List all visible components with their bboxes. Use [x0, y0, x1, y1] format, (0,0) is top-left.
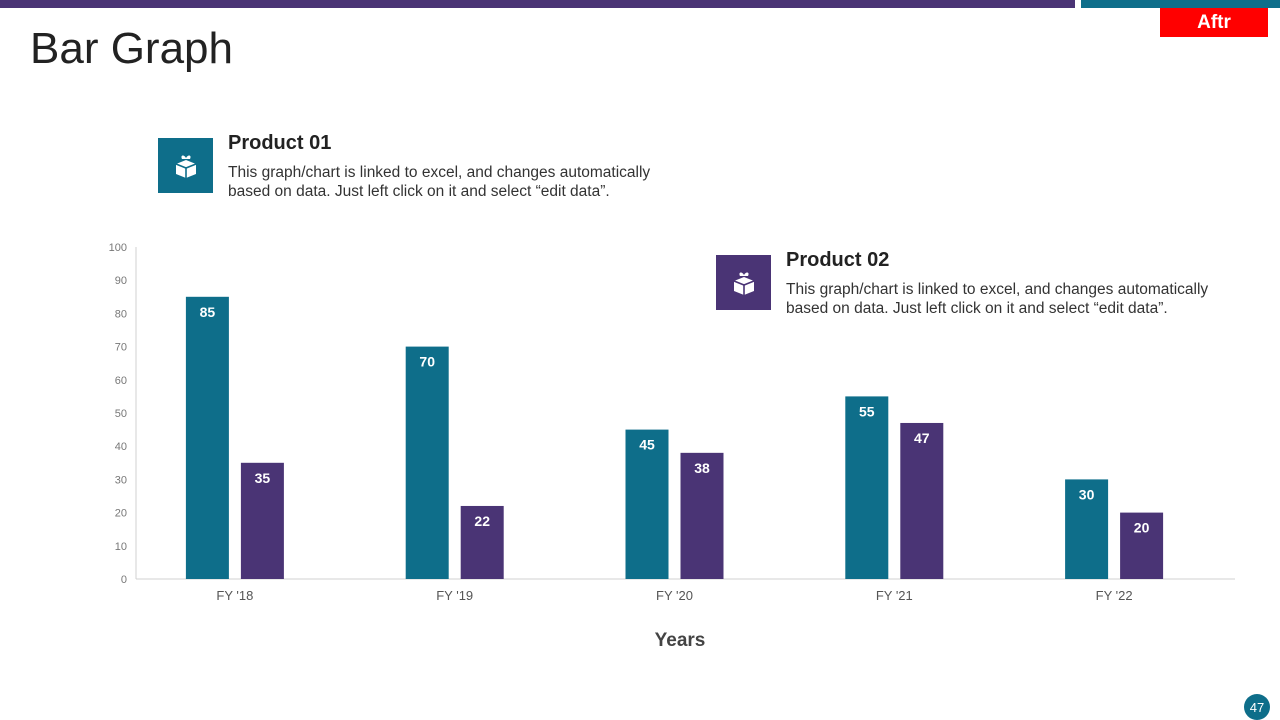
bar-data-label: 47: [914, 430, 930, 446]
bar-data-label: 20: [1134, 520, 1150, 536]
bar-data-label: 85: [200, 304, 216, 320]
bar-data-label: 35: [255, 470, 271, 486]
bar-2-1: [240, 462, 284, 579]
bar-2-3: [680, 452, 724, 579]
x-tick-label: FY '22: [1096, 588, 1133, 603]
page-title: Bar Graph: [30, 24, 233, 73]
y-tick-label: 80: [115, 308, 127, 320]
bar-data-label: 70: [419, 354, 435, 370]
legend-description: This graph/chart is linked to excel, and…: [786, 281, 1209, 317]
legend-icon-box: [158, 138, 213, 193]
gift-box-icon: [733, 271, 754, 295]
y-tick-label: 0: [121, 574, 127, 586]
bar-2-2: [460, 505, 504, 579]
x-tick-label: FY '20: [656, 588, 693, 603]
y-tick-label: 40: [115, 441, 127, 453]
x-tick-label: FY '18: [216, 588, 253, 603]
bar-data-label: 45: [639, 437, 655, 453]
bar-1-3: [625, 429, 669, 579]
x-tick-label: FY '21: [876, 588, 913, 603]
y-tick-label: 30: [115, 474, 127, 486]
legend-icon-box: [716, 255, 771, 310]
bar-data-label: 38: [694, 460, 710, 476]
y-tick-label: 90: [115, 275, 127, 287]
y-tick-label: 50: [115, 408, 127, 420]
bar-1-1: [185, 296, 229, 579]
legend-description: This graph/chart is linked to excel, and…: [228, 164, 651, 200]
x-axis-title: Years: [655, 630, 706, 651]
top-accent-bar-teal: [1081, 0, 1280, 8]
y-tick-label: 70: [115, 342, 127, 354]
y-tick-label: 60: [115, 375, 127, 387]
bar-2-5: [1120, 512, 1164, 579]
top-accent-bar-purple: [0, 0, 1075, 8]
page-number: 47: [1244, 694, 1270, 720]
legend-title: Product 02: [786, 249, 890, 271]
gift-box-icon: [175, 154, 196, 178]
y-tick-label: 100: [109, 242, 127, 254]
bar-2-4: [900, 422, 944, 579]
bar-1-4: [845, 396, 889, 579]
y-tick-label: 20: [115, 508, 127, 520]
legend-title: Product 01: [228, 132, 332, 154]
y-tick-label: 10: [115, 541, 127, 553]
bar-1-5: [1065, 479, 1109, 579]
x-tick-label: FY '19: [436, 588, 473, 603]
bar-1-2: [405, 346, 449, 579]
bar-data-label: 22: [474, 513, 490, 529]
bar-data-label: 55: [859, 403, 875, 419]
brand-badge: Aftr: [1160, 8, 1268, 37]
bar-data-label: 30: [1079, 486, 1095, 502]
